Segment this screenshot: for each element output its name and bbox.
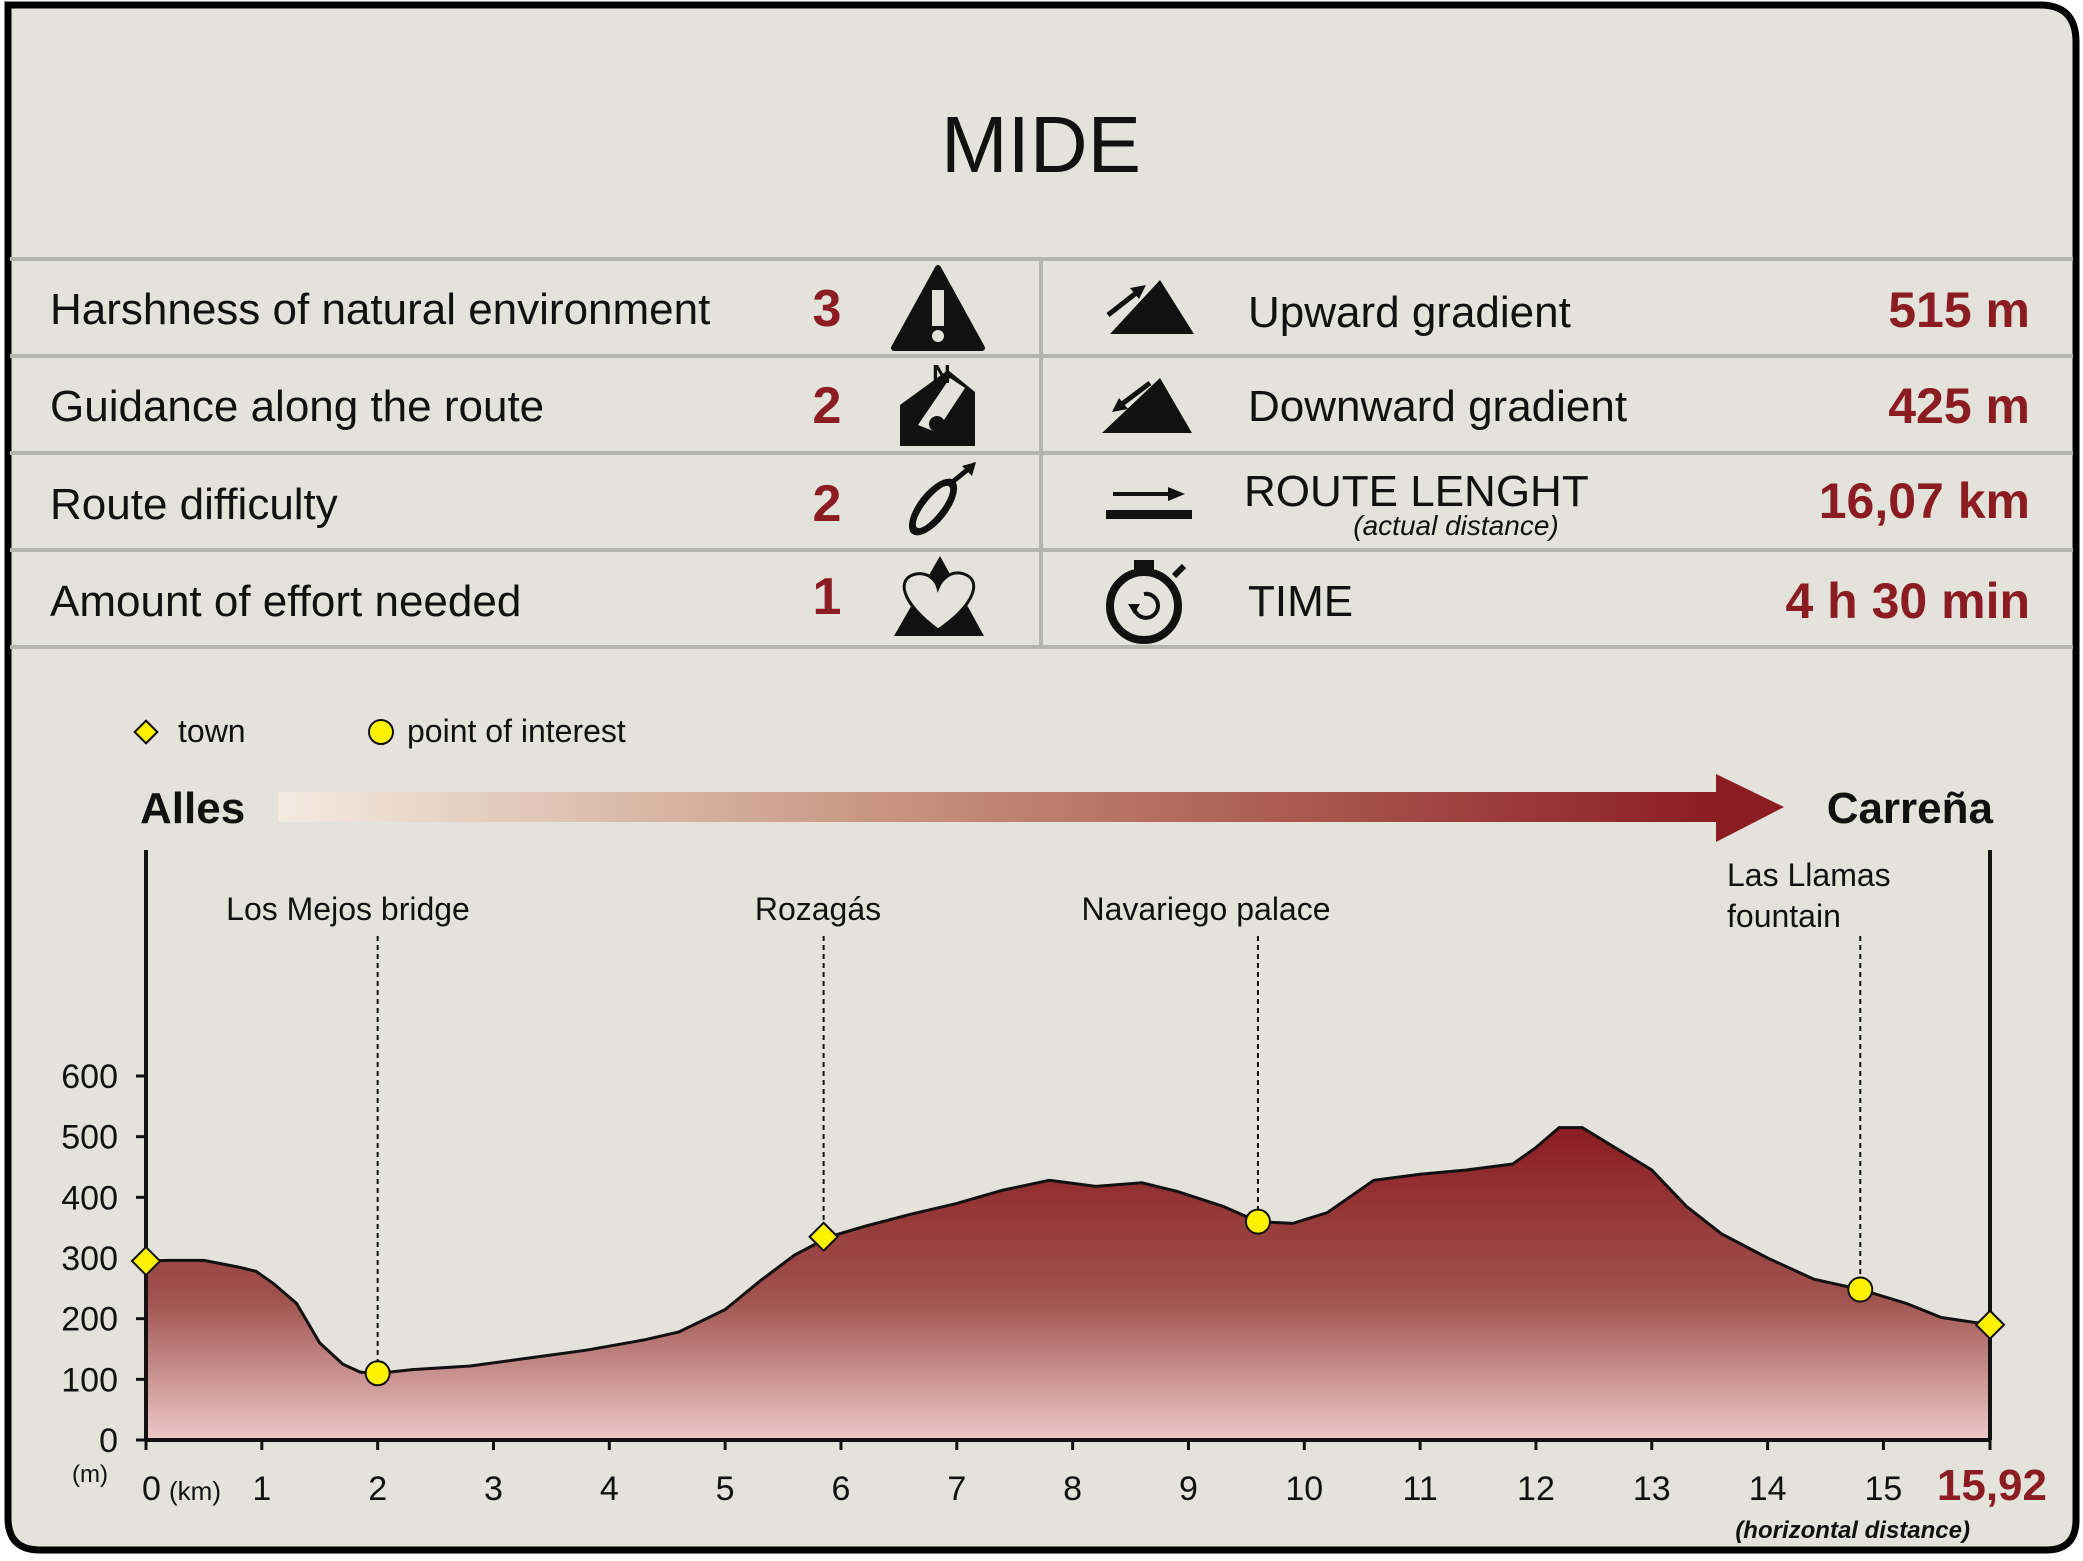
mide-row-difficulty: Route difficulty 2 <box>50 462 976 536</box>
town-marker <box>808 1221 840 1253</box>
x-axis-end-label: 15,92 <box>1937 1461 2047 1510</box>
mide-row-downward: Downward gradient 425 m <box>1102 378 2030 434</box>
y-tick-label: 500 <box>61 1119 118 1157</box>
x-tick-label: 8 <box>1063 1470 1082 1508</box>
mide-sublabel: (actual distance) <box>1353 510 1558 541</box>
y-axis-unit: (m) <box>72 1461 108 1488</box>
page-title: MIDE <box>941 100 1141 189</box>
annotation-label: Los Mejos bridge <box>226 891 470 927</box>
annotation-label: Rozagás <box>755 891 881 927</box>
mide-value: 2 <box>813 377 842 435</box>
mide-value: 1 <box>813 568 842 626</box>
downward-gradient-icon <box>1102 378 1192 433</box>
x-tick-label: 3 <box>484 1470 503 1508</box>
y-tick-label: 400 <box>61 1179 118 1217</box>
y-tick-label: 100 <box>61 1361 118 1399</box>
poi-marker <box>1244 1208 1271 1235</box>
x-tick-label: 5 <box>716 1470 735 1508</box>
x-tick-label: 11 <box>1402 1470 1437 1508</box>
orientation-icon: N <box>900 359 975 446</box>
route-direction: Alles Carreña <box>140 774 1994 842</box>
upward-gradient-icon <box>1106 280 1194 334</box>
mide-label: Amount of effort needed <box>50 577 521 626</box>
x-tick-label: 1 <box>252 1470 271 1508</box>
poi-marker <box>1847 1276 1874 1303</box>
y-tick-label: 200 <box>61 1301 118 1339</box>
heart-icon <box>894 556 984 636</box>
x-tick-label: 9 <box>1179 1470 1198 1508</box>
mide-row-effort: Amount of effort needed 1 <box>50 556 984 636</box>
poi-marker <box>364 1360 391 1387</box>
y-tick-label: 0 <box>99 1422 118 1460</box>
town-legend-marker <box>133 719 159 745</box>
mide-value: 4 h 30 min <box>1785 573 2030 629</box>
warning-icon <box>891 265 985 351</box>
mide-value: 16,07 km <box>1819 473 2030 529</box>
route-arrow-shaft <box>278 792 1720 822</box>
town-marker <box>1974 1309 2006 1341</box>
mide-row-time: TIME 4 h 30 min <box>1106 560 2030 644</box>
mide-row-upward: Upward gradient 515 m <box>1106 280 2030 338</box>
mide-label: ROUTE LENGHT <box>1244 467 1589 516</box>
mide-value: 2 <box>813 475 842 533</box>
town-legend-label: town <box>178 713 246 749</box>
svg-text:N: N <box>932 359 951 389</box>
annotation-label: fountain <box>1727 898 1841 934</box>
x-tick-label: 6 <box>832 1470 851 1508</box>
route-end: Carreña <box>1827 784 1994 833</box>
poi-legend-label: point of interest <box>407 713 626 749</box>
mide-table-grid <box>10 257 2073 649</box>
footprint-icon <box>908 462 976 536</box>
route-start: Alles <box>140 784 245 833</box>
x-tick-label: 15 <box>1865 1470 1903 1508</box>
mide-label: TIME <box>1248 577 1353 626</box>
x-tick-label: 12 <box>1517 1470 1555 1508</box>
y-tick-label: 300 <box>61 1240 118 1278</box>
x-axis-unit: (km) <box>169 1476 221 1506</box>
annotation-label: Navariego palace <box>1081 891 1330 927</box>
x-tick-label: 14 <box>1749 1470 1787 1508</box>
route-arrow-head <box>1716 774 1784 842</box>
chart-legend: town point of interest <box>133 713 626 749</box>
x-tick-label: 13 <box>1633 1470 1671 1508</box>
mide-row-harshness: Harshness of natural environment 3 <box>50 265 985 351</box>
elevation-line <box>145 1126 1991 1375</box>
stopwatch-icon <box>1106 560 1187 644</box>
mide-value: 425 m <box>1888 378 2030 434</box>
mide-label: Guidance along the route <box>50 382 544 431</box>
mide-value: 515 m <box>1888 282 2030 338</box>
town-marker <box>130 1245 162 1277</box>
route-length-icon <box>1106 487 1192 519</box>
x-tick-label: 2 <box>368 1470 387 1508</box>
x-tick-label: 0 <box>142 1470 161 1508</box>
mide-row-length: ROUTE LENGHT (actual distance) 16,07 km <box>1106 467 2030 541</box>
mide-row-guidance: Guidance along the route 2 N <box>50 359 975 446</box>
annotation-label: Las Llamas <box>1727 857 1891 893</box>
poi-legend-marker <box>368 719 394 745</box>
mide-label: Route difficulty <box>50 480 338 529</box>
x-tick-label: 10 <box>1285 1470 1323 1508</box>
mide-label: Downward gradient <box>1248 382 1627 431</box>
x-axis-end-note: (horizontal distance) <box>1735 1517 1970 1544</box>
y-tick-label: 600 <box>61 1058 118 1096</box>
mide-label: Upward gradient <box>1248 288 1571 337</box>
mide-value: 3 <box>813 280 842 338</box>
x-tick-label: 4 <box>600 1470 619 1508</box>
mide-label: Harshness of natural environment <box>50 285 710 334</box>
elevation-area <box>146 1127 1990 1440</box>
x-tick-label: 7 <box>947 1470 966 1508</box>
